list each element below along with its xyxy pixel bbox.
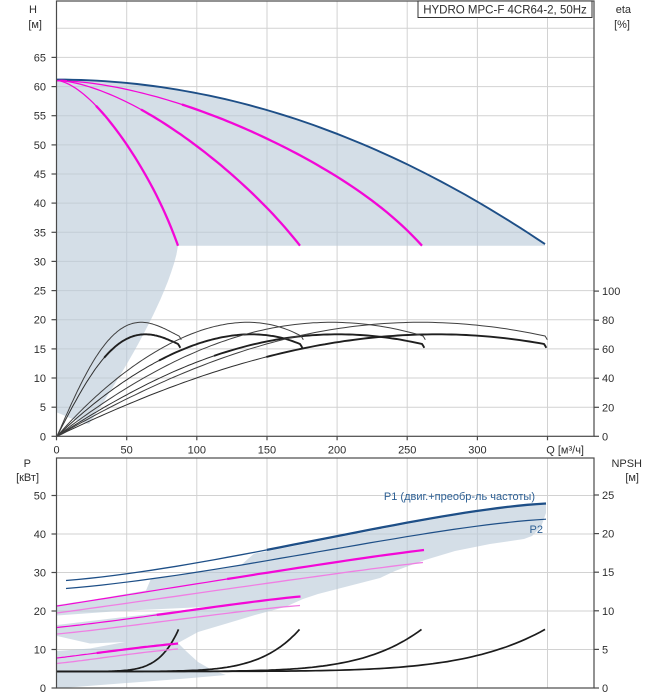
svg-text:H: H <box>29 4 37 16</box>
svg-text:50: 50 <box>121 445 133 457</box>
svg-text:35: 35 <box>34 227 46 239</box>
svg-text:55: 55 <box>34 111 46 123</box>
svg-text:250: 250 <box>398 445 416 457</box>
svg-text:25: 25 <box>602 490 614 502</box>
svg-text:40: 40 <box>602 373 614 385</box>
svg-text:P1 (двиг.+преобр-ль частоты): P1 (двиг.+преобр-ль частоты) <box>384 491 535 503</box>
svg-text:Q [м³/ч]: Q [м³/ч] <box>546 445 584 457</box>
svg-text:20: 20 <box>602 402 614 414</box>
svg-text:20: 20 <box>34 315 46 327</box>
svg-text:P: P <box>24 458 31 470</box>
svg-text:20: 20 <box>602 529 614 541</box>
svg-text:15: 15 <box>34 344 46 356</box>
svg-text:10: 10 <box>34 645 46 657</box>
svg-text:50: 50 <box>34 491 46 503</box>
svg-text:P2: P2 <box>530 524 543 536</box>
svg-text:40: 40 <box>34 529 46 541</box>
svg-text:10: 10 <box>34 373 46 385</box>
svg-text:[м]: [м] <box>625 472 639 484</box>
svg-text:[м]: [м] <box>28 19 42 31</box>
svg-text:25: 25 <box>34 286 46 298</box>
svg-text:300: 300 <box>468 445 486 457</box>
svg-text:45: 45 <box>34 169 46 181</box>
svg-text:20: 20 <box>34 606 46 618</box>
svg-text:30: 30 <box>34 568 46 580</box>
svg-text:0: 0 <box>602 431 608 443</box>
svg-text:150: 150 <box>258 445 276 457</box>
svg-text:15: 15 <box>602 567 614 579</box>
svg-text:100: 100 <box>188 445 206 457</box>
svg-text:60: 60 <box>34 82 46 94</box>
svg-text:eta: eta <box>616 4 632 16</box>
svg-text:60: 60 <box>602 344 614 356</box>
svg-text:40: 40 <box>34 198 46 210</box>
svg-text:0: 0 <box>40 683 46 695</box>
svg-text:[%]: [%] <box>614 19 630 31</box>
svg-text:0: 0 <box>40 431 46 443</box>
svg-text:0: 0 <box>53 445 59 457</box>
svg-text:30: 30 <box>34 256 46 268</box>
svg-text:200: 200 <box>328 445 346 457</box>
svg-text:50: 50 <box>34 140 46 152</box>
svg-text:10: 10 <box>602 606 614 618</box>
svg-text:65: 65 <box>34 52 46 64</box>
svg-text:[кВт]: [кВт] <box>16 472 39 484</box>
svg-text:NPSH: NPSH <box>611 458 642 470</box>
svg-text:80: 80 <box>602 315 614 327</box>
svg-text:5: 5 <box>40 402 46 414</box>
svg-text:HYDRO MPC-F 4CR64-2, 50Hz: HYDRO MPC-F 4CR64-2, 50Hz <box>423 5 587 17</box>
svg-text:100: 100 <box>602 286 620 298</box>
svg-text:5: 5 <box>602 644 608 656</box>
svg-text:0: 0 <box>602 683 608 695</box>
